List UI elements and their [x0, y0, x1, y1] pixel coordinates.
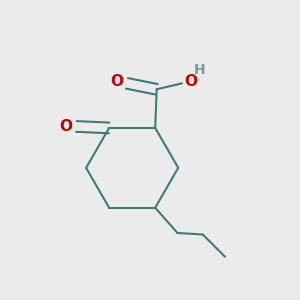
Text: O: O	[184, 74, 197, 89]
Text: H: H	[194, 63, 206, 77]
Text: O: O	[59, 119, 73, 134]
Text: O: O	[110, 74, 123, 89]
